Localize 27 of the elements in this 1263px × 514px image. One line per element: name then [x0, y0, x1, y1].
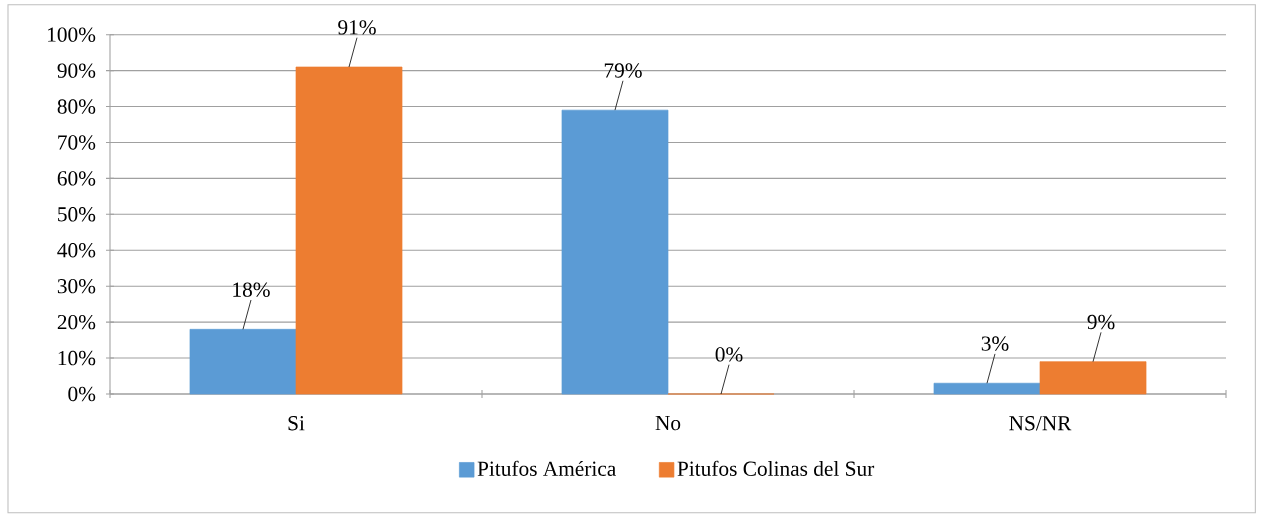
data-label: 9%: [1087, 314, 1115, 330]
y-tick-label: 30%: [57, 278, 96, 294]
y-tick-label: 100%: [48, 27, 96, 42]
data-label: 18%: [233, 282, 270, 297]
y-tick-label: 0%: [68, 386, 96, 402]
bar: [561, 109, 669, 395]
data-label: 91%: [338, 20, 376, 35]
y-tick-label: 70%: [58, 135, 96, 150]
bar: [189, 328, 297, 395]
data-label: 0%: [715, 347, 743, 362]
data-label: 3%: [981, 336, 1009, 351]
y-tick-label: 10%: [58, 350, 96, 366]
x-tick-label: NS/NR: [1009, 416, 1072, 431]
data-label: 79%: [604, 63, 642, 78]
y-tick-label: 40%: [57, 243, 96, 258]
legend-label: Pitufos Colinas del Sur: [677, 460, 875, 476]
y-tick-label: 80%: [57, 99, 96, 114]
y-tick-label: 90%: [57, 63, 96, 78]
x-tick-label: No: [655, 416, 681, 431]
bar: [295, 66, 403, 395]
bar: [933, 382, 1041, 395]
bar: [1039, 361, 1147, 395]
x-tick-label: Si: [288, 416, 305, 431]
y-tick-label: 20%: [57, 314, 96, 330]
y-tick-label: 60%: [57, 171, 96, 186]
y-tick-label: 50%: [58, 207, 96, 222]
legend-label: Pitufos América: [477, 460, 616, 476]
